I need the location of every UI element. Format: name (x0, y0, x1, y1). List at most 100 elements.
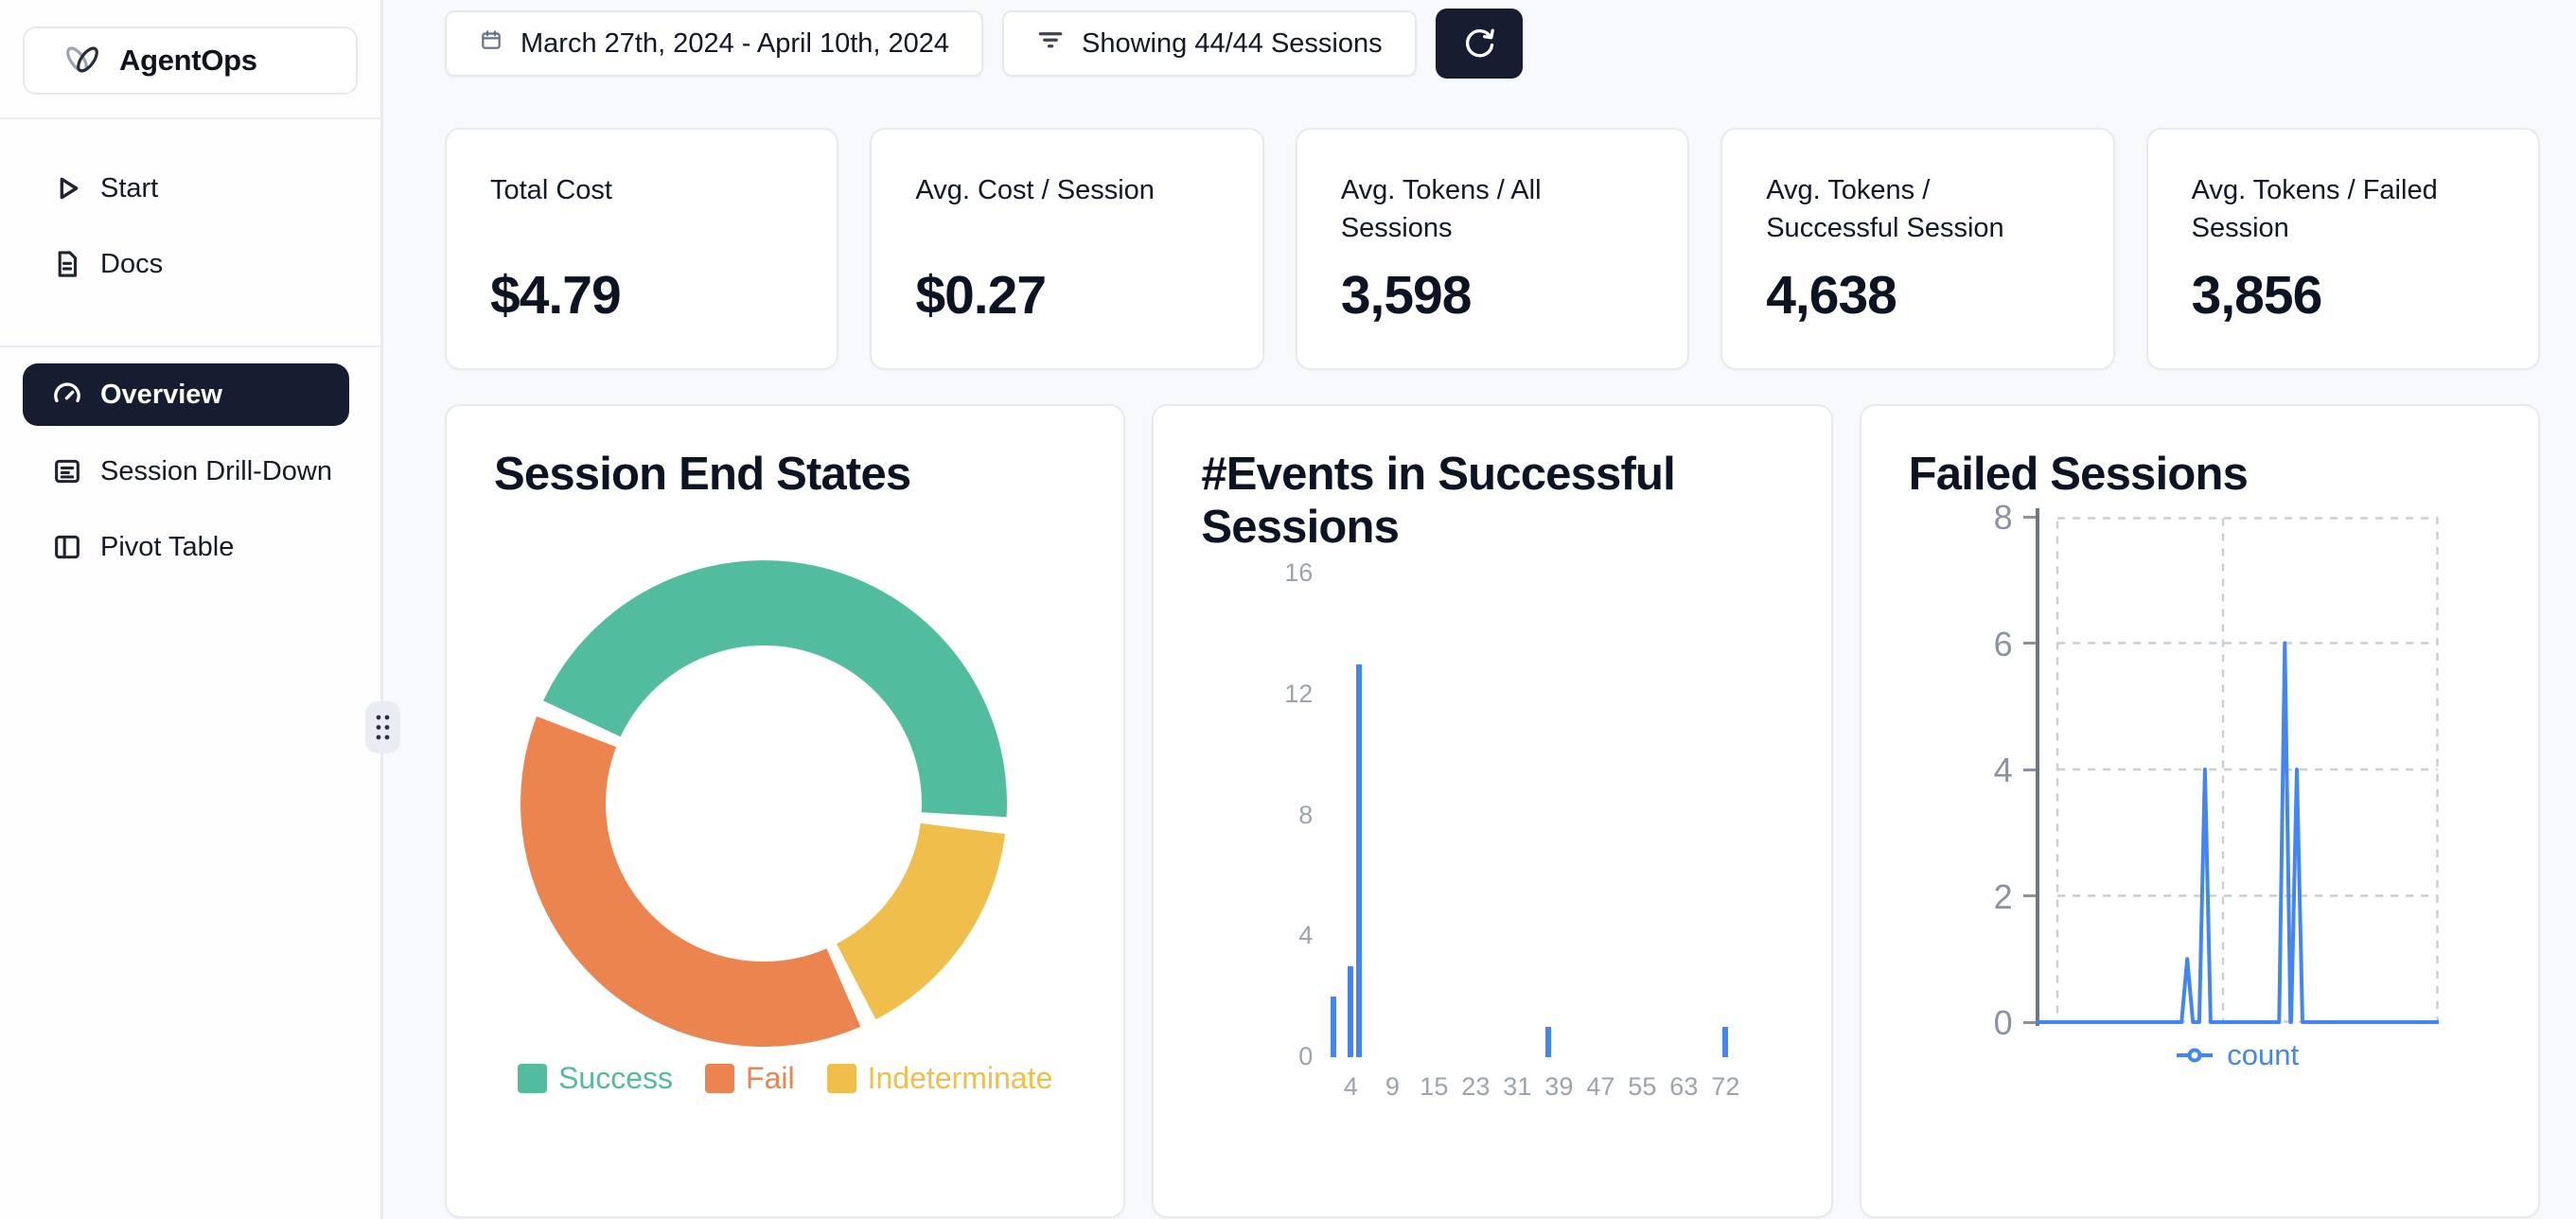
x-axis-label: 4 (1343, 1072, 1358, 1101)
stat-value: 3,856 (2191, 265, 2323, 326)
list-icon (51, 455, 83, 487)
x-axis-label: 55 (1628, 1072, 1657, 1101)
sidebar-nav-top: Start Docs (0, 158, 380, 294)
histogram-bar (1722, 1027, 1729, 1057)
stat-card-avg-cost-session: Avg. Cost / Session $0.27 (870, 128, 1264, 370)
topbar: March 27th, 2024 - April 10th, 2024 Show… (445, 9, 2540, 79)
refresh-icon (1457, 21, 1501, 67)
stat-card-avg-tokens-successful: Avg. Tokens / Successful Session 4,638 (1720, 128, 2115, 370)
x-axis-label: 39 (1544, 1072, 1574, 1101)
sidebar-item-label: Session Drill-Down (100, 455, 332, 486)
donut-slice-indeterminate (837, 822, 1005, 1020)
sidebar-item-session-drill-down[interactable]: Session Drill-Down (0, 441, 380, 502)
legend-swatch (705, 1064, 735, 1093)
sidebar-item-overview[interactable]: Overview (23, 363, 349, 426)
y-axis-label: 8 (1298, 800, 1314, 829)
sidebar-item-label: Docs (100, 248, 164, 279)
refresh-button[interactable] (1435, 9, 1523, 79)
chart-title: #Events in Successful Sessions (1201, 449, 1675, 553)
x-axis-label: 31 (1503, 1072, 1532, 1101)
events-in-successful-sessions-card: #Events in Successful Sessions 0 4 8 12 16 4 9… (1152, 404, 1833, 1218)
stat-label: Total Cost (490, 175, 612, 205)
main-content: March 27th, 2024 - April 10th, 2024 Show… (386, 0, 2576, 1219)
donut-slice-fail (520, 716, 861, 1048)
grip-dots-icon (376, 715, 390, 740)
y-axis-tick (2022, 1020, 2036, 1024)
stat-value: 4,638 (1766, 265, 1897, 326)
sidebar-divider (0, 345, 380, 347)
donut-svg (520, 560, 1007, 1048)
y-axis-label: 0 (1298, 1042, 1314, 1070)
legend-label: Fail (746, 1061, 795, 1095)
x-axis-label: 9 (1385, 1072, 1400, 1101)
sidebar-item-start[interactable]: Start (0, 158, 380, 219)
failed-sessions-line-chart: count 0 2 4 6 8 (1861, 406, 2538, 1216)
sidebar-item-docs[interactable]: Docs (0, 234, 380, 294)
stat-card-avg-tokens-all: Avg. Tokens / All Sessions 3,598 (1295, 128, 1690, 370)
stat-value: $0.27 (915, 265, 1047, 326)
play-icon (51, 172, 83, 204)
sidebar-nav-main: Overview Session Drill-Down Pivot Table (0, 363, 380, 577)
donut-legend-item-fail[interactable]: Fail (705, 1061, 795, 1096)
sidebar: AgentOps Start Docs (0, 0, 383, 1219)
donut-legend-item-indeterminate[interactable]: Indeterminate (826, 1061, 1053, 1096)
failed-plot-svg (2035, 517, 2439, 1024)
sidebar-item-pivot-table[interactable]: Pivot Table (0, 517, 380, 577)
columns-icon (51, 531, 83, 563)
stat-label: Avg. Tokens / Successful Session (1766, 175, 2004, 243)
logo[interactable]: AgentOps (23, 26, 358, 95)
sessions-filter-label: Showing 44/44 Sessions (1082, 27, 1383, 59)
legend-swatch (826, 1064, 856, 1093)
histogram-bar (1356, 664, 1363, 1057)
y-axis-label: 16 (1284, 558, 1314, 587)
date-range-button[interactable]: March 27th, 2024 - April 10th, 2024 (445, 10, 984, 77)
donut-legend: Success Fail Indeterminate (447, 1061, 1123, 1096)
logo-title: AgentOps (119, 44, 257, 77)
gauge-icon (51, 379, 83, 411)
count-legend[interactable]: count (2036, 1038, 2439, 1072)
failed-sessions-card: Failed Sessions count 0 2 4 6 8 (1859, 404, 2540, 1218)
stat-card-avg-tokens-failed: Avg. Tokens / Failed Session 3,856 (2145, 128, 2541, 370)
legend-label: Indeterminate (867, 1061, 1053, 1095)
filter-icon (1036, 26, 1065, 62)
events-bar-chart: 0 4 8 12 16 4 9 15 23 31 39 47 55 63 72 (1154, 406, 1830, 1216)
y-axis-label: 2 (1993, 876, 2013, 916)
sidebar-item-label: Start (100, 172, 159, 203)
sessions-filter-button[interactable]: Showing 44/44 Sessions (1002, 10, 1417, 77)
y-axis-label: 6 (1993, 624, 2013, 663)
chart-title: Failed Sessions (1908, 449, 2249, 500)
y-axis-tick (2022, 642, 2036, 645)
date-range-label: March 27th, 2024 - April 10th, 2024 (520, 27, 950, 59)
count-legend-label: count (2227, 1038, 2300, 1071)
stat-card-total-cost: Total Cost $4.79 (445, 128, 839, 370)
donut-legend-item-success[interactable]: Success (518, 1061, 673, 1096)
line-series-marker-icon (2175, 1038, 2214, 1072)
donut-chart: Success Fail Indeterminate (447, 406, 1123, 1216)
y-axis-label: 4 (1298, 921, 1314, 950)
stat-value: $4.79 (490, 265, 622, 326)
legend-swatch (518, 1064, 548, 1093)
sidebar-item-label: Pivot Table (100, 531, 235, 562)
histogram-bar (1331, 997, 1337, 1057)
stat-label: Avg. Tokens / All Sessions (1340, 175, 1542, 243)
y-axis-tick (2022, 894, 2036, 897)
document-icon (51, 248, 83, 280)
calendar-icon (479, 27, 503, 60)
stat-label: Avg. Tokens / Failed Session (2191, 175, 2438, 243)
y-axis-label: 8 (1993, 498, 2013, 537)
x-axis-label: 72 (1711, 1072, 1740, 1101)
x-axis-label: 23 (1461, 1072, 1491, 1101)
stat-label: Avg. Cost / Session (915, 175, 1155, 205)
sidebar-item-label: Overview (100, 379, 222, 410)
count-line-series (2035, 641, 2439, 1024)
charts-row: Session End States Success Fail Indetermin… (445, 404, 2540, 1218)
sidebar-divider (0, 117, 380, 119)
sidebar-resize-handle[interactable] (365, 701, 400, 753)
y-axis-label: 4 (1993, 751, 2013, 789)
legend-label: Success (558, 1061, 674, 1095)
y-axis-label: 12 (1284, 679, 1314, 708)
y-axis-label: 0 (1993, 1003, 2013, 1042)
stat-value: 3,598 (1340, 265, 1473, 326)
agentops-logo-icon (61, 37, 104, 85)
